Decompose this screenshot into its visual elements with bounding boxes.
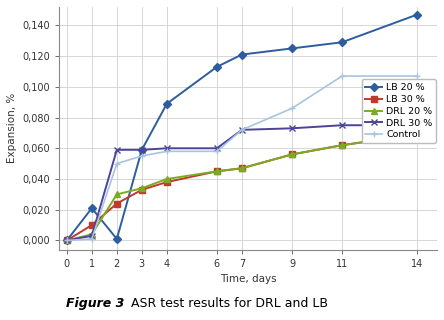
LB 30 % bbox=[114, 202, 119, 205]
LB 30 % bbox=[214, 169, 219, 173]
LB 20 % bbox=[214, 65, 219, 69]
Line: DRL 30 %: DRL 30 % bbox=[63, 122, 420, 244]
X-axis label: Time, days: Time, days bbox=[220, 274, 277, 284]
LB 20 % bbox=[89, 206, 95, 210]
LB 20 % bbox=[339, 40, 345, 44]
DRL 20 % bbox=[339, 143, 345, 147]
LB 20 % bbox=[414, 13, 420, 17]
LB 30 % bbox=[64, 238, 69, 242]
LB 30 % bbox=[289, 153, 295, 156]
LB 30 % bbox=[414, 132, 420, 136]
Control bbox=[414, 74, 420, 78]
LB 30 % bbox=[139, 188, 144, 192]
DRL 30 % bbox=[339, 123, 345, 127]
Line: DRL 20 %: DRL 20 % bbox=[64, 132, 420, 243]
LB 20 % bbox=[139, 148, 144, 152]
LB 30 % bbox=[164, 180, 170, 184]
LB 30 % bbox=[239, 166, 245, 170]
Y-axis label: Expansion, %: Expansion, % bbox=[7, 93, 17, 164]
Control bbox=[289, 107, 295, 110]
Control bbox=[214, 149, 219, 153]
LB 20 % bbox=[164, 102, 170, 106]
Control bbox=[89, 237, 95, 241]
DRL 30 % bbox=[64, 238, 69, 242]
Line: LB 30 %: LB 30 % bbox=[64, 132, 420, 243]
DRL 20 % bbox=[89, 232, 95, 236]
DRL 20 % bbox=[289, 153, 295, 156]
Control bbox=[64, 238, 69, 242]
DRL 30 % bbox=[164, 146, 170, 150]
DRL 30 % bbox=[214, 146, 219, 150]
Control bbox=[239, 128, 245, 132]
Control bbox=[164, 149, 170, 153]
Text: Figure 3: Figure 3 bbox=[66, 297, 124, 310]
DRL 20 % bbox=[164, 177, 170, 181]
DRL 30 % bbox=[139, 148, 144, 152]
LB 20 % bbox=[239, 53, 245, 57]
LB 20 % bbox=[64, 238, 69, 242]
DRL 20 % bbox=[214, 169, 219, 173]
DRL 20 % bbox=[239, 166, 245, 170]
DRL 20 % bbox=[114, 192, 119, 196]
Line: Control: Control bbox=[63, 73, 420, 244]
Line: LB 20 %: LB 20 % bbox=[64, 12, 420, 243]
Control bbox=[114, 162, 119, 165]
DRL 30 % bbox=[289, 126, 295, 130]
DRL 30 % bbox=[114, 148, 119, 152]
LB 30 % bbox=[339, 143, 345, 147]
DRL 30 % bbox=[239, 128, 245, 132]
DRL 20 % bbox=[414, 132, 420, 136]
LB 20 % bbox=[114, 237, 119, 241]
DRL 30 % bbox=[89, 234, 95, 238]
Control bbox=[139, 154, 144, 158]
Legend: LB 20 %, LB 30 %, DRL 20 %, DRL 30 %, Control: LB 20 %, LB 30 %, DRL 20 %, DRL 30 %, Co… bbox=[361, 79, 436, 143]
Control bbox=[339, 74, 345, 78]
Text: ASR test results for DRL and LB: ASR test results for DRL and LB bbox=[131, 297, 328, 310]
LB 20 % bbox=[289, 46, 295, 50]
LB 30 % bbox=[89, 223, 95, 227]
DRL 20 % bbox=[139, 186, 144, 190]
DRL 20 % bbox=[64, 238, 69, 242]
DRL 30 % bbox=[414, 123, 420, 127]
